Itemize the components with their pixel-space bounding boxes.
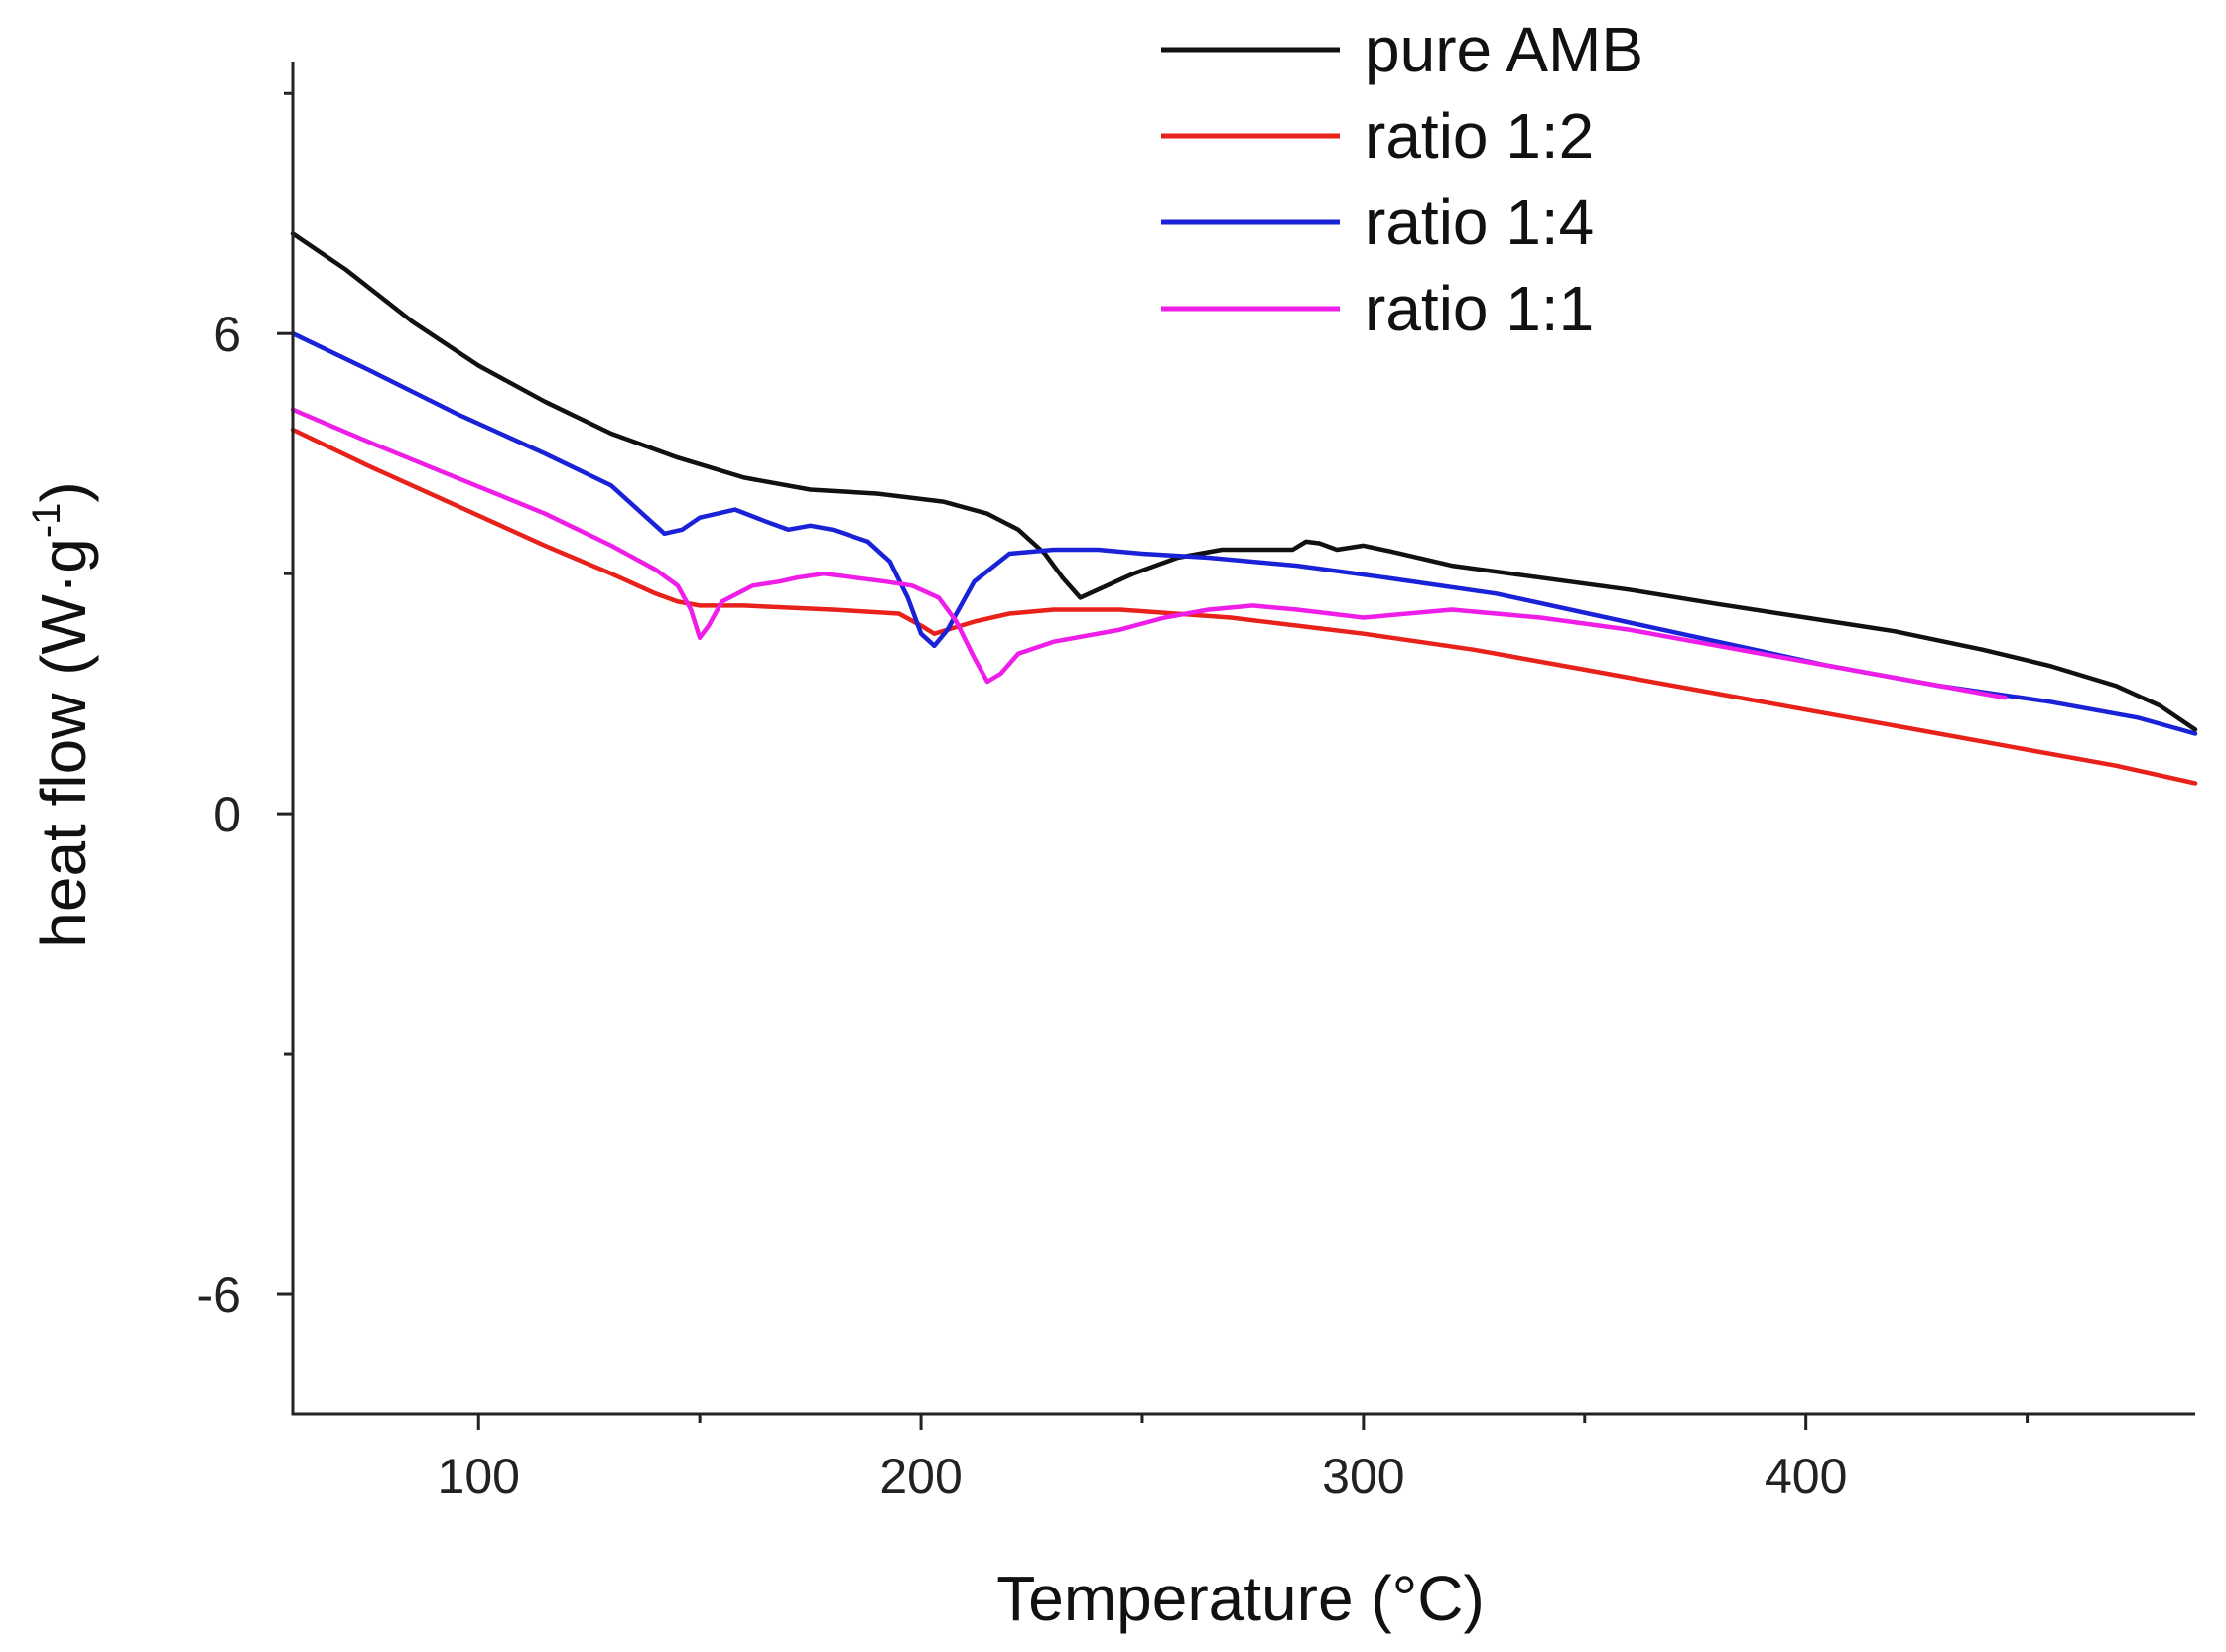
- series-layer: [290, 231, 2198, 786]
- axes-layer: [291, 62, 2195, 1416]
- x-tick-label: 300: [1322, 1449, 1404, 1504]
- legend: pure AMB ratio 1:2 ratio 1:4 ratio 1:1: [1161, 14, 1643, 344]
- y-axis-title-superscript: -1: [25, 503, 68, 539]
- x-tick-label: 200: [879, 1449, 962, 1504]
- series-line-2: [290, 330, 2198, 736]
- ticks-layer: 100 200 300 400 6 0 -6: [197, 91, 2030, 1504]
- x-tick-label: 100: [438, 1449, 520, 1504]
- legend-label: ratio 1:2: [1365, 100, 1594, 172]
- y-axis-title: heat flow (W·g-1): [25, 481, 99, 947]
- plot-frame-axes: [291, 62, 2195, 1416]
- legend-item: ratio 1:4: [1161, 187, 1594, 258]
- y-tick-label: 0: [213, 787, 241, 842]
- series-line-0: [290, 231, 2198, 732]
- y-tick-label: -6: [197, 1267, 241, 1323]
- y-tick-label: 6: [213, 307, 241, 362]
- y-axis-title-main: heat flow (W·g: [28, 538, 99, 948]
- y-axis-title-close: ): [28, 481, 99, 502]
- x-tick-label: 400: [1765, 1449, 1847, 1504]
- legend-label: ratio 1:4: [1365, 187, 1594, 258]
- series-line-1: [290, 427, 2198, 786]
- x-axis-title: Temperature (°C): [996, 1563, 1485, 1634]
- legend-item: ratio 1:1: [1161, 273, 1594, 344]
- legend-label: ratio 1:1: [1365, 273, 1594, 344]
- legend-label: pure AMB: [1365, 14, 1643, 85]
- legend-item: pure AMB: [1161, 14, 1643, 85]
- legend-item: ratio 1:2: [1161, 100, 1594, 172]
- series-line-3: [290, 407, 2008, 700]
